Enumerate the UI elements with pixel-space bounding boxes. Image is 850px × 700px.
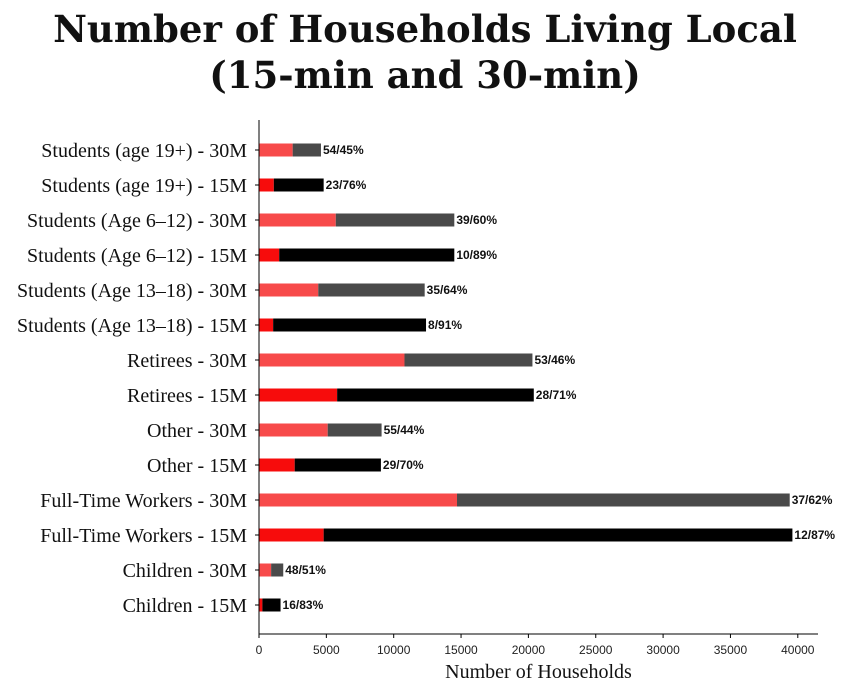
bar-non-local: [323, 528, 793, 542]
x-tick-label: 20000: [512, 643, 546, 657]
x-tick-label: 15000: [444, 643, 478, 657]
bar-value-label: 28/71%: [536, 388, 577, 402]
bar-non-local: [279, 248, 455, 262]
bar-local: [259, 283, 319, 297]
chart-title-line-1: Number of Households Living Local: [53, 7, 797, 51]
category-label: Students (age 19+) - 15M: [41, 175, 247, 197]
category-label: Children - 30M: [123, 560, 248, 582]
category-label: Students (age 19+) - 30M: [41, 140, 247, 162]
bar-non-local: [327, 423, 382, 437]
bar-local: [259, 528, 324, 542]
bar-value-label: 16/83%: [283, 598, 324, 612]
bar-non-local: [404, 353, 533, 367]
bar-non-local: [273, 178, 324, 192]
bar-value-label: 12/87%: [794, 528, 835, 542]
bar-value-label: 39/60%: [456, 213, 497, 227]
bar-non-local: [271, 563, 284, 577]
x-tick-label: 10000: [377, 643, 411, 657]
bar-value-label: 48/51%: [285, 563, 326, 577]
x-tick-label: 30000: [646, 643, 680, 657]
category-label: Students (Age 13–18) - 15M: [17, 315, 247, 337]
category-label: Other - 15M: [147, 455, 247, 477]
x-tick-label: 0: [256, 643, 263, 657]
x-tick-label: 35000: [714, 643, 748, 657]
bar-value-label: 54/45%: [323, 143, 364, 157]
bar-non-local: [273, 318, 427, 332]
bar-non-local: [318, 283, 425, 297]
bar-local: [259, 353, 405, 367]
bar-local: [259, 388, 338, 402]
category-label: Students (Age 13–18) - 30M: [17, 280, 247, 302]
bar-value-label: 53/46%: [534, 353, 575, 367]
bar-local: [259, 598, 263, 612]
category-label: Children - 15M: [123, 595, 248, 617]
category-label: Full-Time Workers - 30M: [40, 490, 247, 512]
x-tick-label: 5000: [313, 643, 340, 657]
bar-non-local: [337, 388, 534, 402]
x-axis-title: Number of Households: [445, 661, 632, 683]
bar-local: [259, 458, 295, 472]
bar-value-label: 55/44%: [384, 423, 425, 437]
bar-value-label: 37/62%: [792, 493, 833, 507]
bar-local: [259, 213, 336, 227]
bar-non-local: [262, 598, 281, 612]
bar-non-local: [292, 143, 321, 157]
category-label: Students (Age 6–12) - 15M: [27, 245, 247, 267]
bar-local: [259, 423, 328, 437]
bar-non-local: [335, 213, 455, 227]
category-label: Retirees - 30M: [127, 350, 247, 372]
bar-non-local: [457, 493, 790, 507]
bar-value-label: 10/89%: [456, 248, 497, 262]
bar-value-label: 23/76%: [326, 178, 367, 192]
bar-local: [259, 493, 458, 507]
bar-value-label: 35/64%: [427, 283, 468, 297]
bar-local: [259, 143, 293, 157]
chart-title: Number of Households Living Local (15-mi…: [0, 6, 850, 98]
x-tick-label: 25000: [579, 643, 613, 657]
x-tick-label: 40000: [781, 643, 815, 657]
category-label: Other - 30M: [147, 420, 247, 442]
category-label: Students (Age 6–12) - 30M: [27, 210, 247, 232]
bar-local: [259, 318, 274, 332]
category-label: Full-Time Workers - 15M: [40, 525, 247, 547]
bar-value-label: 29/70%: [383, 458, 424, 472]
bar-local: [259, 248, 280, 262]
bar-value-label: 8/91%: [428, 318, 462, 332]
bar-local: [259, 563, 272, 577]
chart-title-line-2: (15-min and 30-min): [209, 53, 641, 97]
bar-non-local: [294, 458, 381, 472]
bar-local: [259, 178, 274, 192]
category-label: Retirees - 15M: [127, 385, 247, 407]
